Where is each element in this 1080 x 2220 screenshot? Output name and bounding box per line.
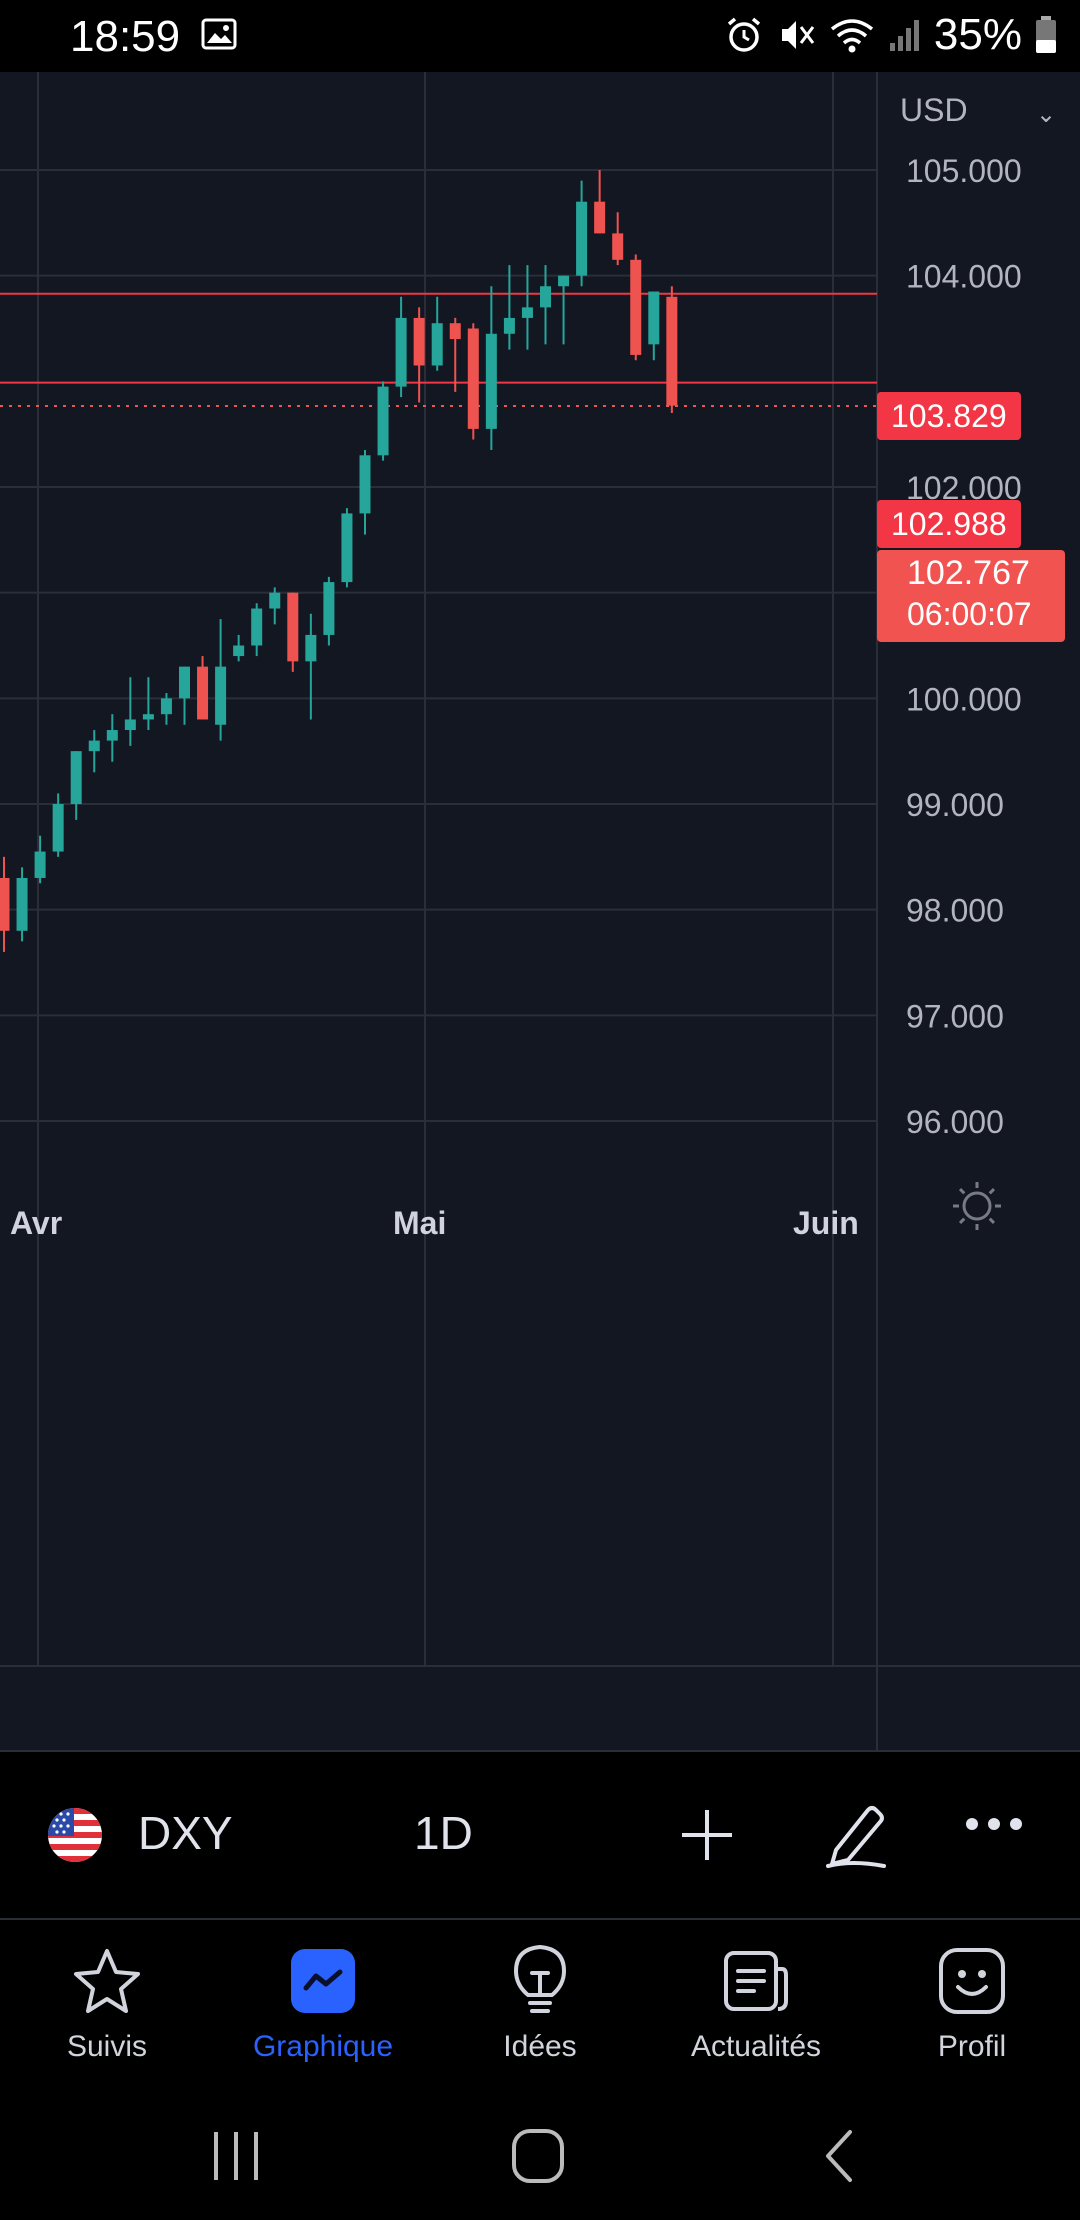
sun-icon[interactable] xyxy=(953,1182,1001,1230)
date-axis-label: Juin xyxy=(793,1205,859,1241)
plus-icon[interactable] xyxy=(678,1806,736,1864)
candle-body xyxy=(124,719,136,731)
candle-body xyxy=(612,233,624,260)
date-axis-label: Avr xyxy=(10,1205,62,1241)
chart-toolbar: DXY 1D xyxy=(0,1752,1080,1918)
candlestick-chart[interactable]: 105.000104.000102.000101.000100.00099.00… xyxy=(0,72,1080,1752)
candle-body xyxy=(594,201,606,234)
nav-label: Graphique xyxy=(252,2030,394,2063)
candle-body xyxy=(179,666,190,699)
battery-percent: 35% xyxy=(933,10,1022,59)
pencil-icon[interactable] xyxy=(822,1800,888,1870)
gallery-icon xyxy=(201,18,237,50)
candle-body xyxy=(215,666,227,725)
divider xyxy=(0,1750,1080,1752)
smiley-icon xyxy=(939,1948,1005,2014)
alarm-icon xyxy=(727,17,761,52)
candle-body xyxy=(287,592,299,662)
price-tick-label: 105.000 xyxy=(906,153,1022,189)
nav-item-idees[interactable]: Idées xyxy=(440,1938,640,2064)
symbol-name[interactable]: DXY xyxy=(138,1807,233,1859)
candle-body xyxy=(52,804,64,852)
price-tick-label: 96.000 xyxy=(906,1104,1004,1140)
candle-body xyxy=(449,323,461,340)
us-flag-icon[interactable] xyxy=(48,1808,102,1862)
candle-body xyxy=(630,259,642,355)
price-tick-label: 98.000 xyxy=(906,893,1004,929)
candle-body xyxy=(377,386,389,456)
nav-item-suivis[interactable]: Suivis xyxy=(7,1938,207,2064)
candle-body xyxy=(413,317,425,366)
level-price-2: 102.988 xyxy=(891,506,1007,542)
nav-label: Idées xyxy=(503,2030,577,2063)
candle-body xyxy=(0,877,10,931)
candle-body xyxy=(576,201,588,276)
candle-body xyxy=(558,275,570,287)
chevron-down-icon[interactable]: ⌄ xyxy=(1036,101,1057,128)
recents-icon[interactable] xyxy=(206,2128,266,2184)
candle-body xyxy=(269,592,281,609)
nav-label: Suivis xyxy=(66,2030,148,2063)
price-chart[interactable]: 105.000104.000102.000101.000100.00099.00… xyxy=(0,72,1080,1752)
news-icon xyxy=(724,1951,788,2011)
wifi-icon xyxy=(830,19,874,53)
candle-body xyxy=(431,323,443,366)
price-tick-label: 97.000 xyxy=(906,998,1004,1034)
candle-body xyxy=(88,740,100,752)
chart-icon xyxy=(291,1949,355,2013)
candle-body xyxy=(106,730,118,741)
star-icon xyxy=(74,1949,140,2013)
home-icon[interactable] xyxy=(508,2128,568,2184)
candle-body xyxy=(323,582,335,635)
level-price-1: 103.829 xyxy=(891,398,1007,434)
candle-body xyxy=(341,513,353,583)
back-icon[interactable] xyxy=(818,2128,862,2184)
candle-body xyxy=(521,307,533,318)
nav-item-profil[interactable]: Profil xyxy=(872,1938,1072,2064)
divider xyxy=(0,1918,1080,1920)
candle-body xyxy=(305,634,317,662)
date-axis-label: Mai xyxy=(393,1205,446,1241)
candle-body xyxy=(395,317,407,387)
candle-body xyxy=(251,608,263,646)
candle-body xyxy=(70,751,82,804)
candle-body xyxy=(160,698,172,715)
candle-body xyxy=(485,333,497,429)
lightbulb-icon xyxy=(514,1945,566,2013)
timeframe-selector[interactable]: 1D xyxy=(414,1807,473,1859)
system-nav xyxy=(0,2090,1080,2220)
bottom-nav: Suivis Graphique Idées Act xyxy=(0,1920,1080,2090)
candle-body xyxy=(142,714,154,720)
nav-label: Profil xyxy=(937,2030,1007,2063)
bar-countdown: 06:00:07 xyxy=(907,596,1032,632)
status-bar: 18:59 35% xyxy=(0,0,1080,72)
nav-label: Actualités xyxy=(690,2030,822,2063)
mute-icon xyxy=(781,21,815,49)
candle-body xyxy=(16,877,28,931)
current-price-label: 102.767 06:00:07 xyxy=(877,550,1065,642)
candle-body xyxy=(359,455,371,514)
candle-body xyxy=(233,645,245,657)
nav-item-graphique[interactable]: Graphique xyxy=(223,1938,423,2064)
candle-body xyxy=(666,296,678,406)
current-price: 102.767 xyxy=(907,554,1030,592)
signal-icon xyxy=(889,20,919,51)
candle-body xyxy=(540,286,551,308)
battery-icon xyxy=(1036,16,1056,53)
price-tick-label: 99.000 xyxy=(906,787,1004,823)
price-tick-label: 104.000 xyxy=(906,259,1022,295)
candle-body xyxy=(197,666,209,720)
candle-body xyxy=(34,851,46,878)
candle-body xyxy=(467,328,479,429)
more-icon[interactable] xyxy=(964,1816,1024,1832)
candle-body xyxy=(503,317,515,334)
status-time: 18:59 xyxy=(70,12,181,61)
level-label-2[interactable]: 102.988 xyxy=(877,500,1021,548)
price-tick-label: 100.000 xyxy=(906,681,1022,717)
candle-body xyxy=(648,291,660,345)
currency-selector[interactable]: USD xyxy=(900,92,968,128)
level-label-1[interactable]: 103.829 xyxy=(877,392,1021,440)
nav-item-actualites[interactable]: Actualités xyxy=(656,1938,856,2064)
